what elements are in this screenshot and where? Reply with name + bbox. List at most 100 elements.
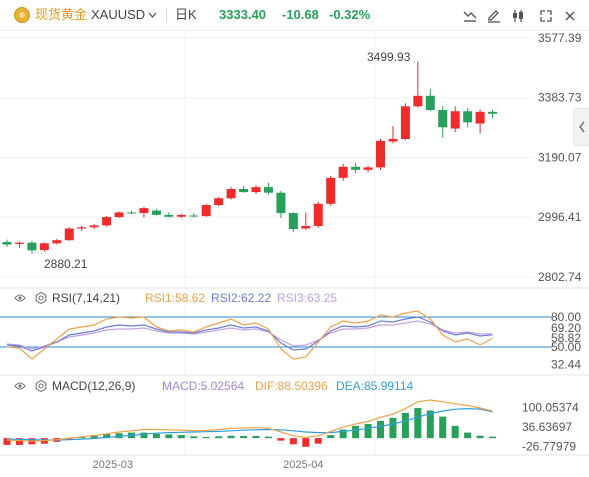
symbol-name[interactable]: 现货黄金 [35, 7, 88, 22]
macd-histogram-bar [240, 436, 248, 439]
indicator-button[interactable] [460, 6, 480, 26]
macd-axis: 100.05374 36.63697 -26.77979 [522, 400, 579, 453]
candle-body [326, 177, 336, 204]
period-selector[interactable]: 日K [175, 7, 197, 22]
rsi1-value: RSI1:58.62 [145, 291, 206, 305]
grid-lines [0, 30, 533, 455]
macd-histogram-bar [264, 436, 272, 439]
rsi1-line [6, 310, 493, 360]
last-price: 3333.40 [219, 7, 266, 22]
macd-histogram-bar [215, 436, 223, 439]
candle-body [438, 110, 448, 128]
eye-icon[interactable] [14, 293, 26, 303]
candle-body [263, 187, 273, 193]
rsi-label: RSI(7,14,21) [52, 291, 121, 305]
candle-body [301, 226, 311, 229]
candle-body [27, 242, 37, 251]
macd-histogram-bar [289, 438, 297, 445]
time-tick-label: 2025-04 [283, 459, 323, 471]
rsi-tick-label: 69.20 [551, 321, 581, 335]
price-tick-label: 2802.74 [538, 270, 582, 284]
low-annotation: 2880.21 [44, 257, 88, 271]
macd-histogram-bar [339, 429, 347, 439]
macd-layer [3, 399, 497, 447]
chevron-left-icon [578, 121, 585, 133]
macd-label: MACD(12,26,9) [52, 379, 136, 393]
fullscreen-icon [540, 10, 552, 22]
price-tick-label: 3190.07 [538, 150, 582, 164]
dea-line [6, 407, 493, 441]
candle-body [351, 166, 361, 170]
macd-histogram-bar [78, 436, 86, 439]
candle-body [450, 111, 460, 129]
candle-body [338, 166, 348, 178]
candle-body [14, 242, 24, 244]
candle-body [127, 212, 136, 214]
macd-histogram-bar [451, 425, 459, 439]
candle-body [2, 242, 12, 245]
macd-histogram-bar [177, 435, 185, 439]
macd-histogram-bar [414, 408, 422, 439]
candle-type-button[interactable] [508, 6, 528, 26]
candle-body [64, 228, 74, 241]
macd-histogram-bar [65, 438, 73, 440]
macd-histogram-bar [3, 438, 11, 445]
candle-body [251, 187, 261, 193]
rsi2-line [6, 316, 493, 352]
candle-body [488, 111, 498, 114]
candle-body [288, 213, 298, 230]
time-tick-label: 2025-03 [93, 459, 133, 471]
macd-histogram-bar [364, 424, 372, 439]
macd-tick-label: -26.77979 [522, 439, 576, 453]
price-tick-label: 3383.73 [538, 91, 582, 105]
candle-body [139, 208, 149, 214]
rsi-tick-label: 80.00 [551, 310, 581, 324]
fullscreen-button[interactable] [536, 6, 556, 26]
symbol-code[interactable]: XAUUSD [91, 7, 146, 22]
candle-body [102, 217, 112, 226]
macd-histogram-bar [489, 436, 497, 439]
macd-histogram-bar [464, 432, 472, 439]
candle-body [77, 227, 87, 229]
macd-histogram-bar [15, 438, 23, 445]
candle-body [201, 205, 211, 217]
macd-histogram-bar [314, 438, 322, 444]
macd-histogram-bar [227, 435, 235, 439]
settings-gear-icon[interactable] [35, 380, 47, 392]
candle-body [425, 95, 435, 111]
eye-icon[interactable] [14, 381, 26, 391]
macd-histogram-bar [190, 436, 198, 439]
price-change-pct: -0.32% [329, 7, 371, 22]
price-tick-label: 2996.41 [538, 210, 582, 224]
macd-histogram-bar [377, 420, 384, 439]
draw-button[interactable] [484, 6, 504, 26]
rsi3-line [6, 320, 493, 350]
macd-histogram-bar [476, 435, 484, 439]
high-annotation: 3499.93 [367, 50, 411, 64]
macd-histogram-bar [426, 410, 434, 439]
candle-body [463, 111, 473, 123]
dropdown-icon[interactable] [148, 12, 157, 18]
dea-value: DEA:85.99114 [336, 379, 414, 393]
macd-histogram-bar [327, 435, 335, 439]
candle-body [313, 203, 323, 227]
candle-type-icon [513, 10, 523, 22]
macd-tick-label: 100.05374 [522, 400, 579, 414]
close-button[interactable] [560, 6, 580, 26]
collapse-handle[interactable] [573, 108, 589, 146]
settings-gear-icon[interactable] [35, 292, 47, 304]
candle-body [376, 140, 385, 168]
macd-histogram-bar [401, 412, 409, 439]
price-change: -10.68 [282, 7, 319, 22]
macd-histogram-bar [252, 436, 260, 439]
candle-body [400, 106, 410, 140]
macd-histogram-bar [140, 432, 148, 439]
candles-layer [2, 61, 498, 254]
rsi2-value: RSI2:62.22 [211, 291, 272, 305]
dif-line [6, 399, 493, 442]
price-tick-label: 3577.39 [538, 31, 582, 45]
candle-body [226, 188, 236, 199]
candle-body [89, 225, 99, 228]
